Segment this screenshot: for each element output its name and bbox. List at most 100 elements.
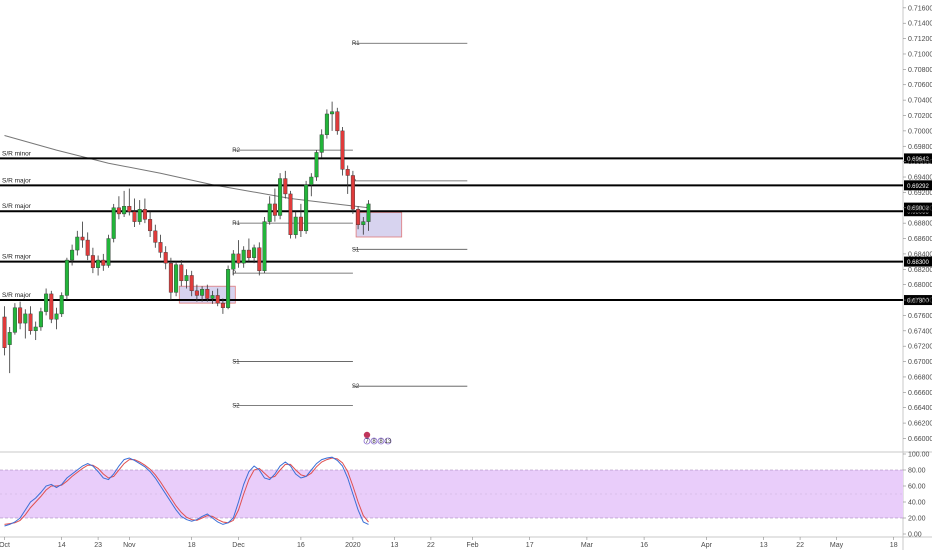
sr-price-tag-bg <box>904 295 932 306</box>
candle-down <box>85 239 90 256</box>
time-tick-label: 16 <box>640 542 648 549</box>
price-tick-label: 0.70200 <box>908 113 932 120</box>
time-tick-label: 18 <box>188 542 196 549</box>
candle-down <box>28 313 33 332</box>
candle-down <box>298 216 303 232</box>
sr-levels: S/R minor 0.69642 S/R major 0.69292 S/R majo… <box>0 150 932 306</box>
time-tick-label: 13 <box>391 542 399 549</box>
pivot-levels: R2R1PS1S2R1PS1S2 <box>232 41 468 409</box>
time-tick-label: 18 <box>890 542 898 549</box>
candle-down <box>158 242 163 253</box>
price-tick-label: 0.68000 <box>908 282 932 289</box>
candle-up <box>75 236 80 251</box>
price-tick-label: 0.69800 <box>908 144 932 151</box>
candle-down <box>18 307 23 324</box>
event-marker-label: 13 <box>385 439 392 445</box>
time-tick-label: Feb <box>466 542 478 549</box>
last-price-tag: 0.69002 <box>907 206 929 212</box>
event-marker-icon <box>370 437 378 445</box>
moving-average <box>4 135 369 209</box>
sr-label: S/R major <box>2 203 32 210</box>
price-tick-label: 0.70400 <box>908 98 932 105</box>
candle-up <box>33 326 38 332</box>
candle-up <box>319 134 324 153</box>
time-axis[interactable]: Oct 14 23 Nov 18 Dec 16 2020 13 22 Feb 17 Mar 16 Apr 13… <box>0 537 932 549</box>
price-tick-label: 0.66800 <box>908 374 932 381</box>
time-tick-label: 13 <box>760 542 768 549</box>
time-tick-label: 17 <box>526 542 534 549</box>
candle-up <box>64 259 69 296</box>
sr-label: S/R major <box>2 177 32 184</box>
candle-up <box>314 152 319 178</box>
candle-down <box>257 247 262 272</box>
sr-label: S/R major <box>2 292 32 299</box>
sr-price-tag-bg <box>904 180 932 191</box>
candle-down <box>272 203 277 216</box>
stochastic-tick-label: 0.00 <box>908 532 922 539</box>
candle-up <box>137 209 142 222</box>
candle-up <box>278 178 283 216</box>
sr-price-tag: 0.67800 <box>907 299 929 305</box>
event-badge[interactable]: 7 8 8 13 <box>363 431 392 445</box>
candle-up <box>293 216 298 235</box>
price-tick-label: 0.68400 <box>908 251 932 258</box>
candle-up <box>366 203 371 222</box>
price-tick-label: 0.70000 <box>908 128 932 135</box>
candle-up <box>23 313 28 324</box>
price-tick-label: 0.67000 <box>908 359 932 366</box>
stochastic-k-line <box>4 456 369 527</box>
candle-down <box>163 252 168 264</box>
candle-up <box>361 221 366 225</box>
price-tick-label: 0.66200 <box>908 421 932 428</box>
moving-average-line <box>4 135 369 209</box>
sr-price-tag: 0.69642 <box>907 157 929 163</box>
candles <box>2 101 371 374</box>
stochastic-d-line <box>4 457 369 525</box>
stochastic-tick-label: 60.00 <box>908 484 926 491</box>
stochastic-tick-label: 20.00 <box>908 516 926 523</box>
candle-up <box>324 113 329 135</box>
price-tick-label: 0.69400 <box>908 175 932 182</box>
candle-down <box>356 209 361 225</box>
price-tick-label: 0.68800 <box>908 221 932 228</box>
price-tick-label: 0.70600 <box>908 82 932 89</box>
candle-down <box>153 230 158 243</box>
price-tick-label: 0.66400 <box>908 405 932 412</box>
candle-down <box>236 253 241 264</box>
time-tick-label: Mar <box>581 542 594 549</box>
candle-up <box>59 295 64 315</box>
candle-up <box>252 247 257 258</box>
candle-down <box>148 219 153 232</box>
price-tick-label: 0.69000 <box>908 205 932 212</box>
sr-price-tag-bg <box>904 153 932 164</box>
candle-down <box>142 209 147 220</box>
candle-up <box>262 221 267 272</box>
price-tick-label: 0.67200 <box>908 344 932 351</box>
price-tick-label: 0.66600 <box>908 390 932 397</box>
pivot-label-r1: R1 <box>352 41 360 47</box>
price-tick-label: 0.67800 <box>908 298 932 305</box>
candle-down <box>127 206 132 212</box>
candle-up <box>226 269 231 308</box>
pivot-label-r2: R2 <box>232 148 240 154</box>
event-marker-icon <box>377 437 385 445</box>
candle-down <box>2 316 7 348</box>
time-tick-label: 2020 <box>345 542 361 549</box>
candle-up <box>231 253 236 270</box>
candle-down <box>220 302 225 308</box>
candle-up <box>122 206 127 215</box>
candle-up <box>38 311 43 328</box>
candle-up <box>304 184 309 232</box>
pivot-label-s2: S2 <box>352 384 360 390</box>
candle-down <box>246 249 251 258</box>
event-marker-label: 7 <box>365 439 369 445</box>
candle-up <box>70 249 75 261</box>
event-marker-icon <box>363 437 371 445</box>
price-axis[interactable]: 0.71600 0.71400 0.71200 0.71000 0.70800 0.706… <box>903 5 932 443</box>
candle-down <box>80 236 85 241</box>
pivot-label-s1: S1 <box>232 360 240 366</box>
candle-down <box>345 169 350 176</box>
candle-down <box>179 264 184 282</box>
